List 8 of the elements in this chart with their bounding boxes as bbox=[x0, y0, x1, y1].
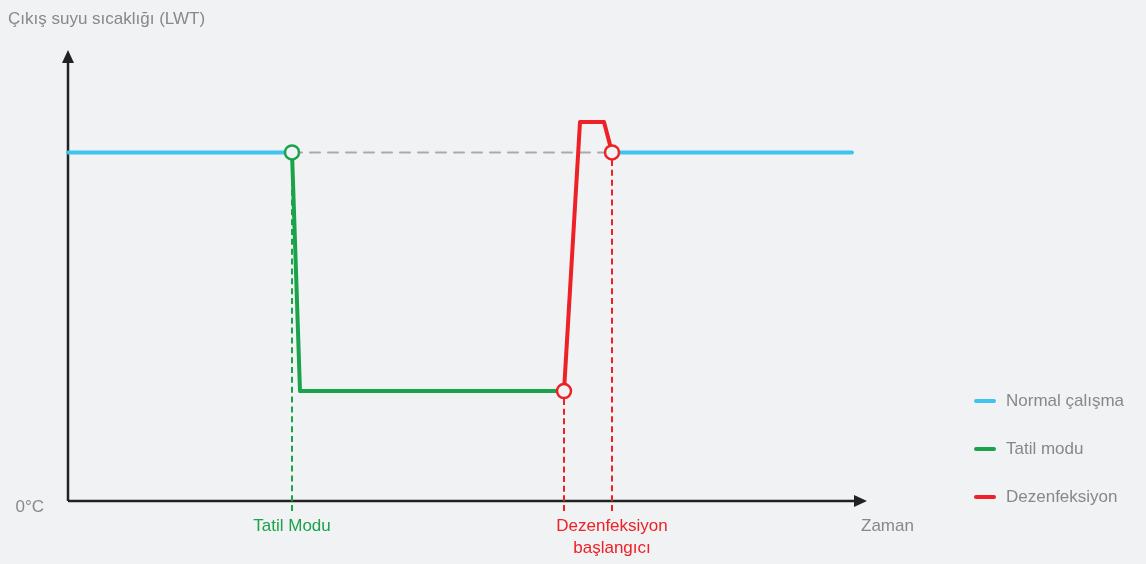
text: 0°C bbox=[15, 496, 44, 516]
text: Çıkış suyu sıcaklığı (LWT) bbox=[8, 8, 206, 28]
x-axis-title: Zaman bbox=[861, 515, 914, 535]
x-tick-label: Tatil Modu bbox=[253, 515, 331, 535]
legend-label: Tatil modu bbox=[1006, 438, 1084, 458]
x-tick-label: Dezenfeksiyon başlangıcı bbox=[556, 515, 668, 557]
legend-label: Dezenfeksiyon bbox=[1006, 486, 1118, 506]
legend-label: Normal çalışma bbox=[1006, 390, 1125, 410]
